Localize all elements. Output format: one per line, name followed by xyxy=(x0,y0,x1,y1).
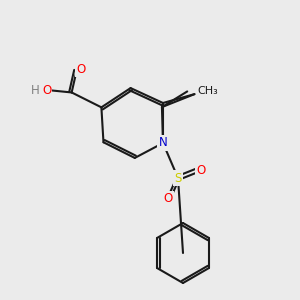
Text: O: O xyxy=(42,84,51,97)
Text: CH₃: CH₃ xyxy=(197,86,218,96)
Text: O: O xyxy=(164,193,172,206)
Text: OH: OH xyxy=(33,84,51,97)
Text: O: O xyxy=(196,164,206,176)
Text: H: H xyxy=(31,84,40,97)
Text: O: O xyxy=(76,63,85,76)
Text: S: S xyxy=(174,172,182,184)
Text: N: N xyxy=(159,136,167,149)
